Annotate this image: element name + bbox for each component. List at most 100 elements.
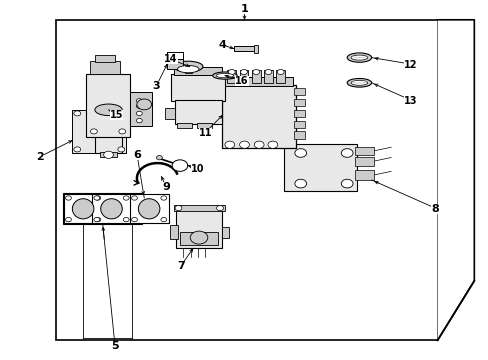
Bar: [177, 123, 191, 128]
Ellipse shape: [346, 78, 371, 87]
Text: 6: 6: [133, 150, 141, 160]
Ellipse shape: [212, 72, 237, 79]
Ellipse shape: [346, 53, 371, 62]
Bar: [129, 194, 168, 223]
Bar: [95, 55, 115, 62]
Circle shape: [119, 129, 125, 134]
Bar: [254, 45, 258, 53]
Bar: [170, 225, 177, 239]
Circle shape: [118, 111, 124, 116]
Circle shape: [90, 129, 97, 134]
Ellipse shape: [101, 199, 122, 219]
Circle shape: [131, 196, 137, 200]
Circle shape: [103, 151, 113, 158]
Bar: [276, 70, 285, 83]
Circle shape: [190, 231, 207, 244]
Text: 11: 11: [198, 128, 212, 138]
Circle shape: [161, 217, 166, 222]
Bar: [227, 70, 236, 83]
Text: 7: 7: [177, 261, 184, 271]
Bar: [354, 147, 373, 155]
Ellipse shape: [72, 199, 94, 219]
Circle shape: [131, 217, 137, 222]
Bar: [95, 110, 122, 153]
Bar: [167, 59, 183, 69]
Bar: [63, 194, 102, 223]
Bar: [165, 108, 175, 119]
Ellipse shape: [350, 80, 367, 85]
Bar: [85, 74, 129, 137]
Polygon shape: [437, 20, 473, 340]
Bar: [222, 85, 295, 148]
Circle shape: [94, 217, 100, 222]
Bar: [294, 121, 305, 128]
Text: 9: 9: [162, 182, 170, 192]
Bar: [239, 70, 248, 83]
Circle shape: [74, 147, 81, 152]
Bar: [354, 170, 373, 180]
Circle shape: [95, 217, 101, 222]
Ellipse shape: [95, 104, 122, 116]
Text: 5: 5: [111, 341, 119, 351]
Bar: [184, 68, 191, 73]
Bar: [90, 61, 120, 74]
Circle shape: [228, 69, 235, 75]
Circle shape: [65, 217, 71, 222]
Bar: [100, 152, 117, 157]
Text: 15: 15: [109, 110, 123, 120]
Circle shape: [239, 141, 249, 148]
Bar: [283, 144, 356, 191]
Bar: [180, 232, 218, 245]
Circle shape: [252, 69, 259, 75]
Circle shape: [294, 179, 306, 188]
Circle shape: [136, 104, 142, 108]
Bar: [354, 157, 373, 166]
Ellipse shape: [138, 199, 160, 219]
Circle shape: [156, 156, 162, 160]
Circle shape: [224, 141, 234, 148]
Circle shape: [74, 111, 81, 116]
Circle shape: [136, 118, 142, 123]
Bar: [176, 207, 222, 248]
Circle shape: [267, 141, 277, 148]
Bar: [171, 74, 224, 101]
Circle shape: [123, 196, 129, 200]
Circle shape: [137, 99, 151, 110]
Bar: [173, 67, 222, 75]
Bar: [221, 227, 228, 238]
Text: 14: 14: [164, 54, 178, 64]
Circle shape: [216, 206, 223, 211]
Bar: [62, 193, 142, 224]
Bar: [129, 92, 151, 126]
Circle shape: [136, 99, 142, 103]
Circle shape: [264, 69, 271, 75]
Bar: [294, 131, 305, 139]
Text: 16: 16: [235, 76, 248, 86]
Bar: [92, 194, 131, 223]
Circle shape: [65, 196, 71, 200]
Circle shape: [94, 196, 100, 200]
Bar: [72, 110, 126, 153]
Circle shape: [161, 196, 166, 200]
Bar: [56, 20, 437, 340]
Bar: [294, 88, 305, 95]
Ellipse shape: [173, 61, 203, 72]
Bar: [294, 110, 305, 117]
Circle shape: [118, 147, 124, 152]
Text: 10: 10: [191, 164, 204, 174]
Circle shape: [136, 111, 142, 116]
Circle shape: [341, 179, 352, 188]
Bar: [264, 70, 272, 83]
Ellipse shape: [216, 73, 233, 78]
Bar: [294, 99, 305, 106]
Bar: [233, 46, 255, 51]
Bar: [197, 123, 211, 128]
Text: 13: 13: [403, 96, 417, 106]
Text: 3: 3: [152, 81, 160, 91]
Circle shape: [95, 196, 101, 200]
Circle shape: [277, 69, 284, 75]
Bar: [251, 70, 260, 83]
Circle shape: [172, 160, 187, 171]
Bar: [173, 205, 224, 211]
Ellipse shape: [350, 55, 367, 60]
